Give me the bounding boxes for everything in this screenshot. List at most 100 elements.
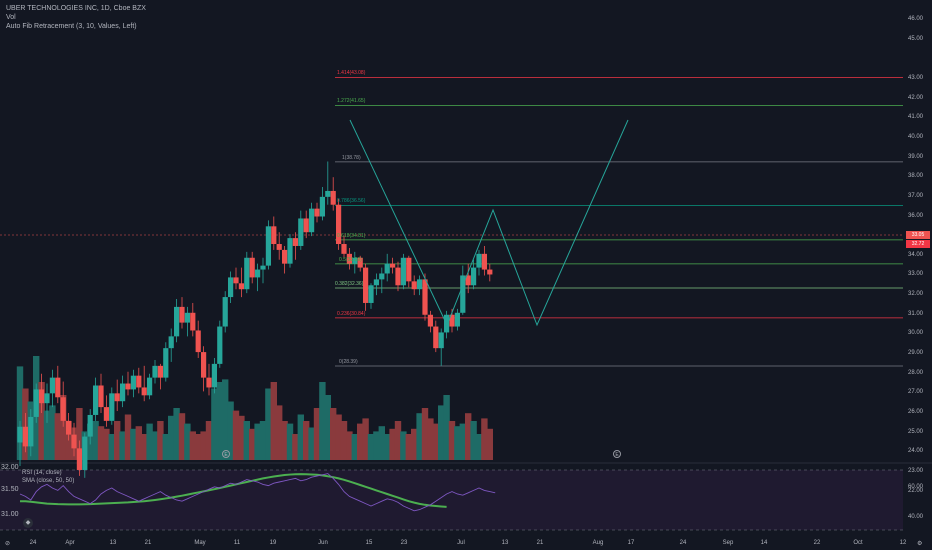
volume-bar [378,426,385,460]
volume-bar [303,421,310,460]
volume-bar [162,434,169,460]
volume-bar [346,431,353,460]
candle-body [114,393,120,402]
volume-bar [151,431,159,460]
volume-bar [481,418,488,460]
fib-indicator-label[interactable]: Auto Fib Retracement (3, 10, Values, Lef… [6,23,137,30]
volume-bar [119,431,126,460]
candle-body [222,297,228,327]
volume-bar [146,423,153,460]
candle-body [341,244,347,254]
candle-body [17,426,23,443]
candle-body [400,257,406,286]
time-tick-label: 24 [679,540,687,546]
fib-level-label: 0.786(36.56) [337,198,366,205]
candle-body [120,383,126,402]
volume-bar [292,434,299,460]
time-tick-label: 13 [501,540,509,546]
volume-bar [97,426,105,460]
volume-bar [367,434,375,460]
volume-bar [195,434,202,460]
candle-body [319,196,325,217]
candle-body [255,269,261,278]
candle-body [49,377,55,394]
price-tick-label: 46.00 [908,16,924,22]
price-tick-label: 42.00 [908,94,924,101]
earnings-marker-icon[interactable]: E [613,450,621,458]
volume-bar [427,418,434,460]
volume-bar [141,434,148,460]
candle-body [314,208,320,217]
volume-bar [400,431,407,460]
symbol-title[interactable]: UBER TECHNOLOGIES INC, 1D, Cboe BZX [6,5,146,12]
volume-bar [92,421,99,460]
candle-body [438,332,444,349]
time-tick-label: 19 [269,540,277,546]
settings-gear-icon[interactable]: ⚙ [917,541,923,547]
rsi-label[interactable]: RSI (14, close) [22,470,62,476]
volume-bar [114,421,121,460]
volume-bar [475,434,483,460]
candle-body [481,253,487,270]
volume-bar [459,423,466,460]
volume-bar [319,382,326,460]
candle-body [244,257,250,290]
earnings-marker-icon[interactable]: E [222,450,230,458]
candle-body [357,257,363,268]
volume-bar [443,395,450,460]
volume-bar [173,408,180,460]
volume-bar [297,414,304,460]
volume-bar [265,388,272,460]
volume-bar [124,414,132,460]
volume-bar [286,423,294,460]
candle-body [249,257,255,278]
volume-bar [324,395,331,460]
price-tick-label: 32.00 [908,291,924,298]
price-tick-label: 40.00 [908,133,924,140]
time-tick-label: 21 [536,540,544,546]
volume-bar [411,428,418,460]
volume-bar [103,428,110,460]
price-tick-label: 27.00 [908,389,924,396]
time-tick-label: Jun [318,540,328,546]
candle-body [206,377,212,388]
fib-level-label: 0(28.39) [339,359,358,366]
volume-bar [43,410,51,460]
price-tick-label: 28.00 [908,369,924,376]
candle-body [195,330,201,353]
time-tick-label: 11 [233,540,241,546]
candle-body [190,312,196,331]
left-tick-label: 32.00 [1,464,19,471]
volume-bar [54,413,61,460]
volume-bar [362,418,369,460]
candle-body [179,306,185,323]
candle-body [298,218,304,246]
volume-bar [351,434,358,460]
volume-bar [357,423,364,460]
volume-bar [276,405,283,460]
candle-body [422,279,428,315]
volume-indicator-label[interactable]: Vol [6,14,16,21]
volume-bar [232,410,240,460]
rsi-tick-label: 60.00 [908,484,924,490]
candle-body [174,306,180,337]
time-tick-label: 14 [760,540,768,546]
volume-bar [135,426,142,460]
tradingview-logo-icon[interactable]: ◆ [23,518,33,528]
candle-body [417,279,423,290]
candle-body [87,414,93,437]
volume-bar [465,413,472,460]
volume-bar [222,379,229,460]
candle-body [309,208,315,233]
sma-label[interactable]: SMA (close, 50, 50) [22,478,75,484]
volume-bar [130,428,137,460]
volume-bar [454,426,461,460]
candle-body [265,226,271,266]
volume-bar [189,431,196,460]
zoom-icon[interactable]: ⊘ [5,541,11,547]
candle-body [460,275,466,313]
volume-bar [60,395,67,460]
candle-body [22,426,28,447]
volume-bar [200,431,207,460]
